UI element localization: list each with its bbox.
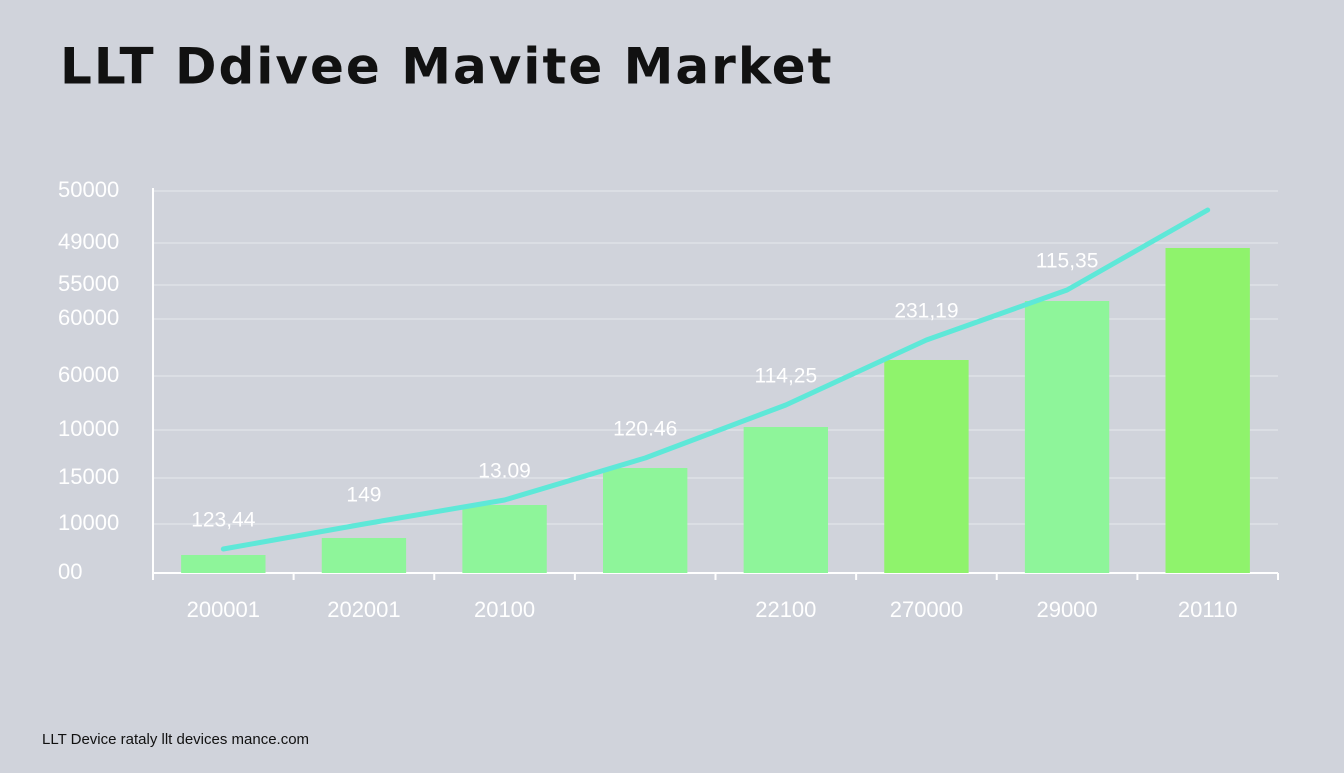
y-tick-label: 50000	[58, 177, 119, 202]
y-tick-label: 60000	[58, 362, 119, 387]
y-tick-label: 15000	[58, 464, 119, 489]
y-tick-label: 55000	[58, 271, 119, 296]
point-label: 123,44	[191, 509, 256, 532]
footer: LLT Device rataly llt devices mance.com	[42, 731, 309, 748]
y-tick-label: 60000	[58, 305, 119, 330]
point-label: 115,35	[1036, 250, 1099, 273]
y-tick-label: 10000	[58, 416, 119, 441]
y-tick-label: 10000	[58, 510, 119, 535]
point-label: 231,19	[894, 300, 958, 323]
x-tick-label: 202001	[327, 597, 400, 622]
bar	[1165, 248, 1250, 573]
x-tick-label: 200001	[187, 597, 260, 622]
point-label: 149	[346, 484, 381, 507]
bar	[181, 555, 266, 573]
bar	[743, 427, 828, 573]
y-tick-label: 00	[58, 559, 82, 584]
chart-title: LLT Ddivee Mavite Market	[60, 38, 834, 96]
bar	[603, 468, 688, 573]
line	[220, 207, 1211, 552]
y-tick-label: 49000	[58, 229, 119, 254]
x-tick-label: 20110	[1178, 597, 1238, 622]
point-label: 114,25	[754, 365, 817, 388]
bar	[1024, 301, 1110, 573]
point-label: 120.46	[613, 418, 677, 441]
bar	[321, 538, 407, 573]
x-tick-label: 270000	[890, 597, 963, 622]
bar	[462, 505, 547, 573]
x-tick-label: 22100	[755, 597, 816, 622]
x-tick-label: 20100	[474, 597, 535, 622]
point-label: 13.09	[478, 460, 531, 483]
bar	[884, 360, 969, 573]
x-tick-label: 29000	[1036, 597, 1097, 622]
